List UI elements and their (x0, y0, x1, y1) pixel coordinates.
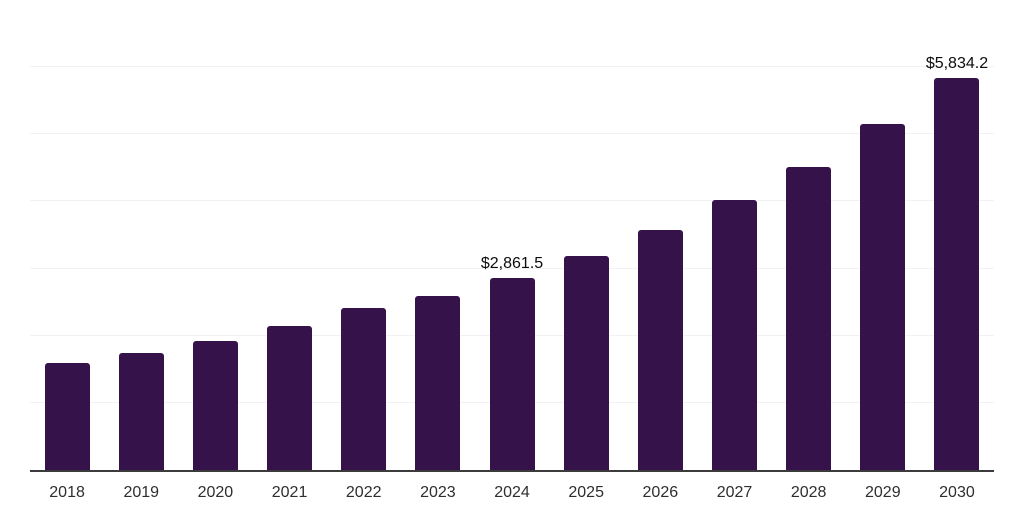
bar-2021 (267, 326, 313, 470)
x-tick-2024: 2024 (494, 484, 530, 501)
value-label-2024: $2,861.5 (480, 254, 544, 272)
bar-2025 (563, 255, 609, 470)
bar-slot-2020 (178, 0, 252, 470)
value-label-2030: $5,834.2 (925, 55, 989, 73)
x-tick-2019: 2019 (123, 484, 160, 501)
x-tick-2030: 2030 (939, 484, 975, 501)
bar-slot-2030: $5,834.2 (920, 0, 994, 470)
bar-2027 (711, 199, 757, 470)
x-tick-2022: 2022 (345, 484, 382, 501)
gridline-6000 (30, 66, 994, 68)
bar-slot-2023 (401, 0, 475, 470)
x-tick-2026: 2026 (642, 484, 679, 501)
bar-slot-2018 (30, 0, 104, 470)
bar-2023 (415, 296, 461, 470)
bar-slot-2021 (252, 0, 326, 470)
x-tick-2027: 2027 (716, 484, 753, 501)
x-tick-2028: 2028 (790, 484, 827, 501)
x-tick-2021: 2021 (271, 484, 308, 501)
bar-2022 (341, 307, 387, 470)
x-axis: 2018 2019 2020 2021 2022 2023 2024 2025 2026 2027… (30, 484, 994, 502)
bars-container: $2,861.5 $5,834.2 (30, 0, 994, 470)
x-tick-2020: 2020 (197, 484, 234, 501)
x-tick-2023: 2023 (420, 484, 456, 501)
x-tick-2025: 2025 (568, 484, 604, 501)
x-tick-2018: 2018 (49, 484, 85, 501)
gridline-4000 (30, 200, 994, 202)
bar-2024: $2,861.5 (481, 255, 543, 470)
bar-2030: $5,834.2 (926, 55, 988, 470)
plot-area: $2,861.5 $5,834.2 (30, 0, 994, 472)
bar-slot-2022 (327, 0, 401, 470)
bar-2026 (637, 229, 683, 470)
bar-slot-2027 (697, 0, 771, 470)
bar-2019 (118, 352, 164, 470)
bar-slot-2029 (846, 0, 920, 470)
bar-slot-2025 (549, 0, 623, 470)
bar-slot-2019 (104, 0, 178, 470)
bar-2029 (860, 124, 906, 470)
bar-2020 (192, 341, 238, 470)
bar-slot-2028 (772, 0, 846, 470)
bar-2028 (786, 166, 832, 470)
x-tick-2029: 2029 (865, 484, 901, 501)
gridline-5000 (30, 133, 994, 135)
bar-slot-2024: $2,861.5 (475, 0, 549, 470)
bar-2018 (44, 363, 90, 470)
gridline-3000 (30, 267, 994, 269)
bar-slot-2026 (623, 0, 697, 470)
